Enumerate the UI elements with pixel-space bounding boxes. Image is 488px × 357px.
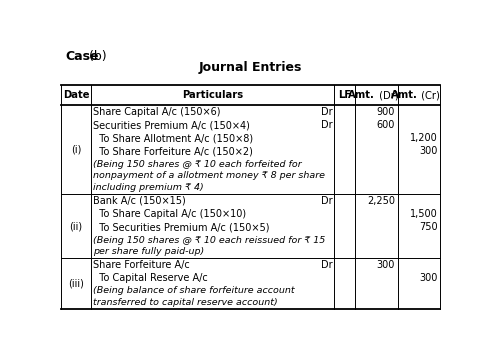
Text: To Share Allotment A/c (150×8): To Share Allotment A/c (150×8) — [92, 133, 252, 143]
Text: (Cr): (Cr) — [418, 90, 440, 100]
Text: Dr: Dr — [320, 107, 332, 117]
Text: 600: 600 — [376, 120, 394, 130]
Text: (Being 150 shares @ ₹ 10 each forfeited for
nonpayment of a allotment money ₹ 8 : (Being 150 shares @ ₹ 10 each forfeited … — [92, 160, 324, 192]
Text: To Share Forfeiture A/c (150×2): To Share Forfeiture A/c (150×2) — [92, 146, 252, 156]
Text: To Share Capital A/c (150×10): To Share Capital A/c (150×10) — [92, 209, 245, 219]
Text: Share Capital A/c (150×6): Share Capital A/c (150×6) — [92, 107, 220, 117]
Text: Dr: Dr — [320, 196, 332, 206]
Text: (ii): (ii) — [69, 221, 82, 231]
Text: Date: Date — [62, 90, 89, 100]
Text: (Being 150 shares @ ₹ 10 each reissued for ₹ 15
per share fully paid-up): (Being 150 shares @ ₹ 10 each reissued f… — [92, 236, 324, 256]
Text: LF: LF — [337, 90, 350, 100]
Text: (Dr): (Dr) — [375, 90, 398, 100]
Text: 1,200: 1,200 — [409, 133, 437, 143]
Text: Bank A/c (150×15): Bank A/c (150×15) — [92, 196, 185, 206]
Text: (Being balance of share forfeiture account
transferred to capital reserve accoun: (Being balance of share forfeiture accou… — [92, 286, 294, 307]
Text: Share Forfeiture A/c: Share Forfeiture A/c — [92, 260, 189, 270]
Text: 750: 750 — [418, 222, 437, 232]
Text: 1,500: 1,500 — [409, 209, 437, 219]
Text: (b): (b) — [84, 50, 106, 63]
Text: (iii): (iii) — [68, 278, 83, 288]
Text: 300: 300 — [418, 146, 437, 156]
Text: Securities Premium A/c (150×4): Securities Premium A/c (150×4) — [92, 120, 249, 130]
Text: Amt.: Amt. — [347, 90, 374, 100]
Text: 2,250: 2,250 — [366, 196, 394, 206]
Text: Amt.: Amt. — [390, 90, 417, 100]
Text: To Securities Premium A/c (150×5): To Securities Premium A/c (150×5) — [92, 222, 268, 232]
Text: Case: Case — [65, 50, 98, 63]
Text: Particulars: Particulars — [182, 90, 243, 100]
Text: (i): (i) — [71, 145, 81, 155]
Text: 300: 300 — [418, 273, 437, 283]
Text: To Capital Reserve A/c: To Capital Reserve A/c — [92, 273, 207, 283]
Text: Dr: Dr — [320, 120, 332, 130]
Text: Journal Entries: Journal Entries — [199, 61, 302, 74]
Text: 300: 300 — [376, 260, 394, 270]
Text: Dr: Dr — [320, 260, 332, 270]
Text: 900: 900 — [376, 107, 394, 117]
